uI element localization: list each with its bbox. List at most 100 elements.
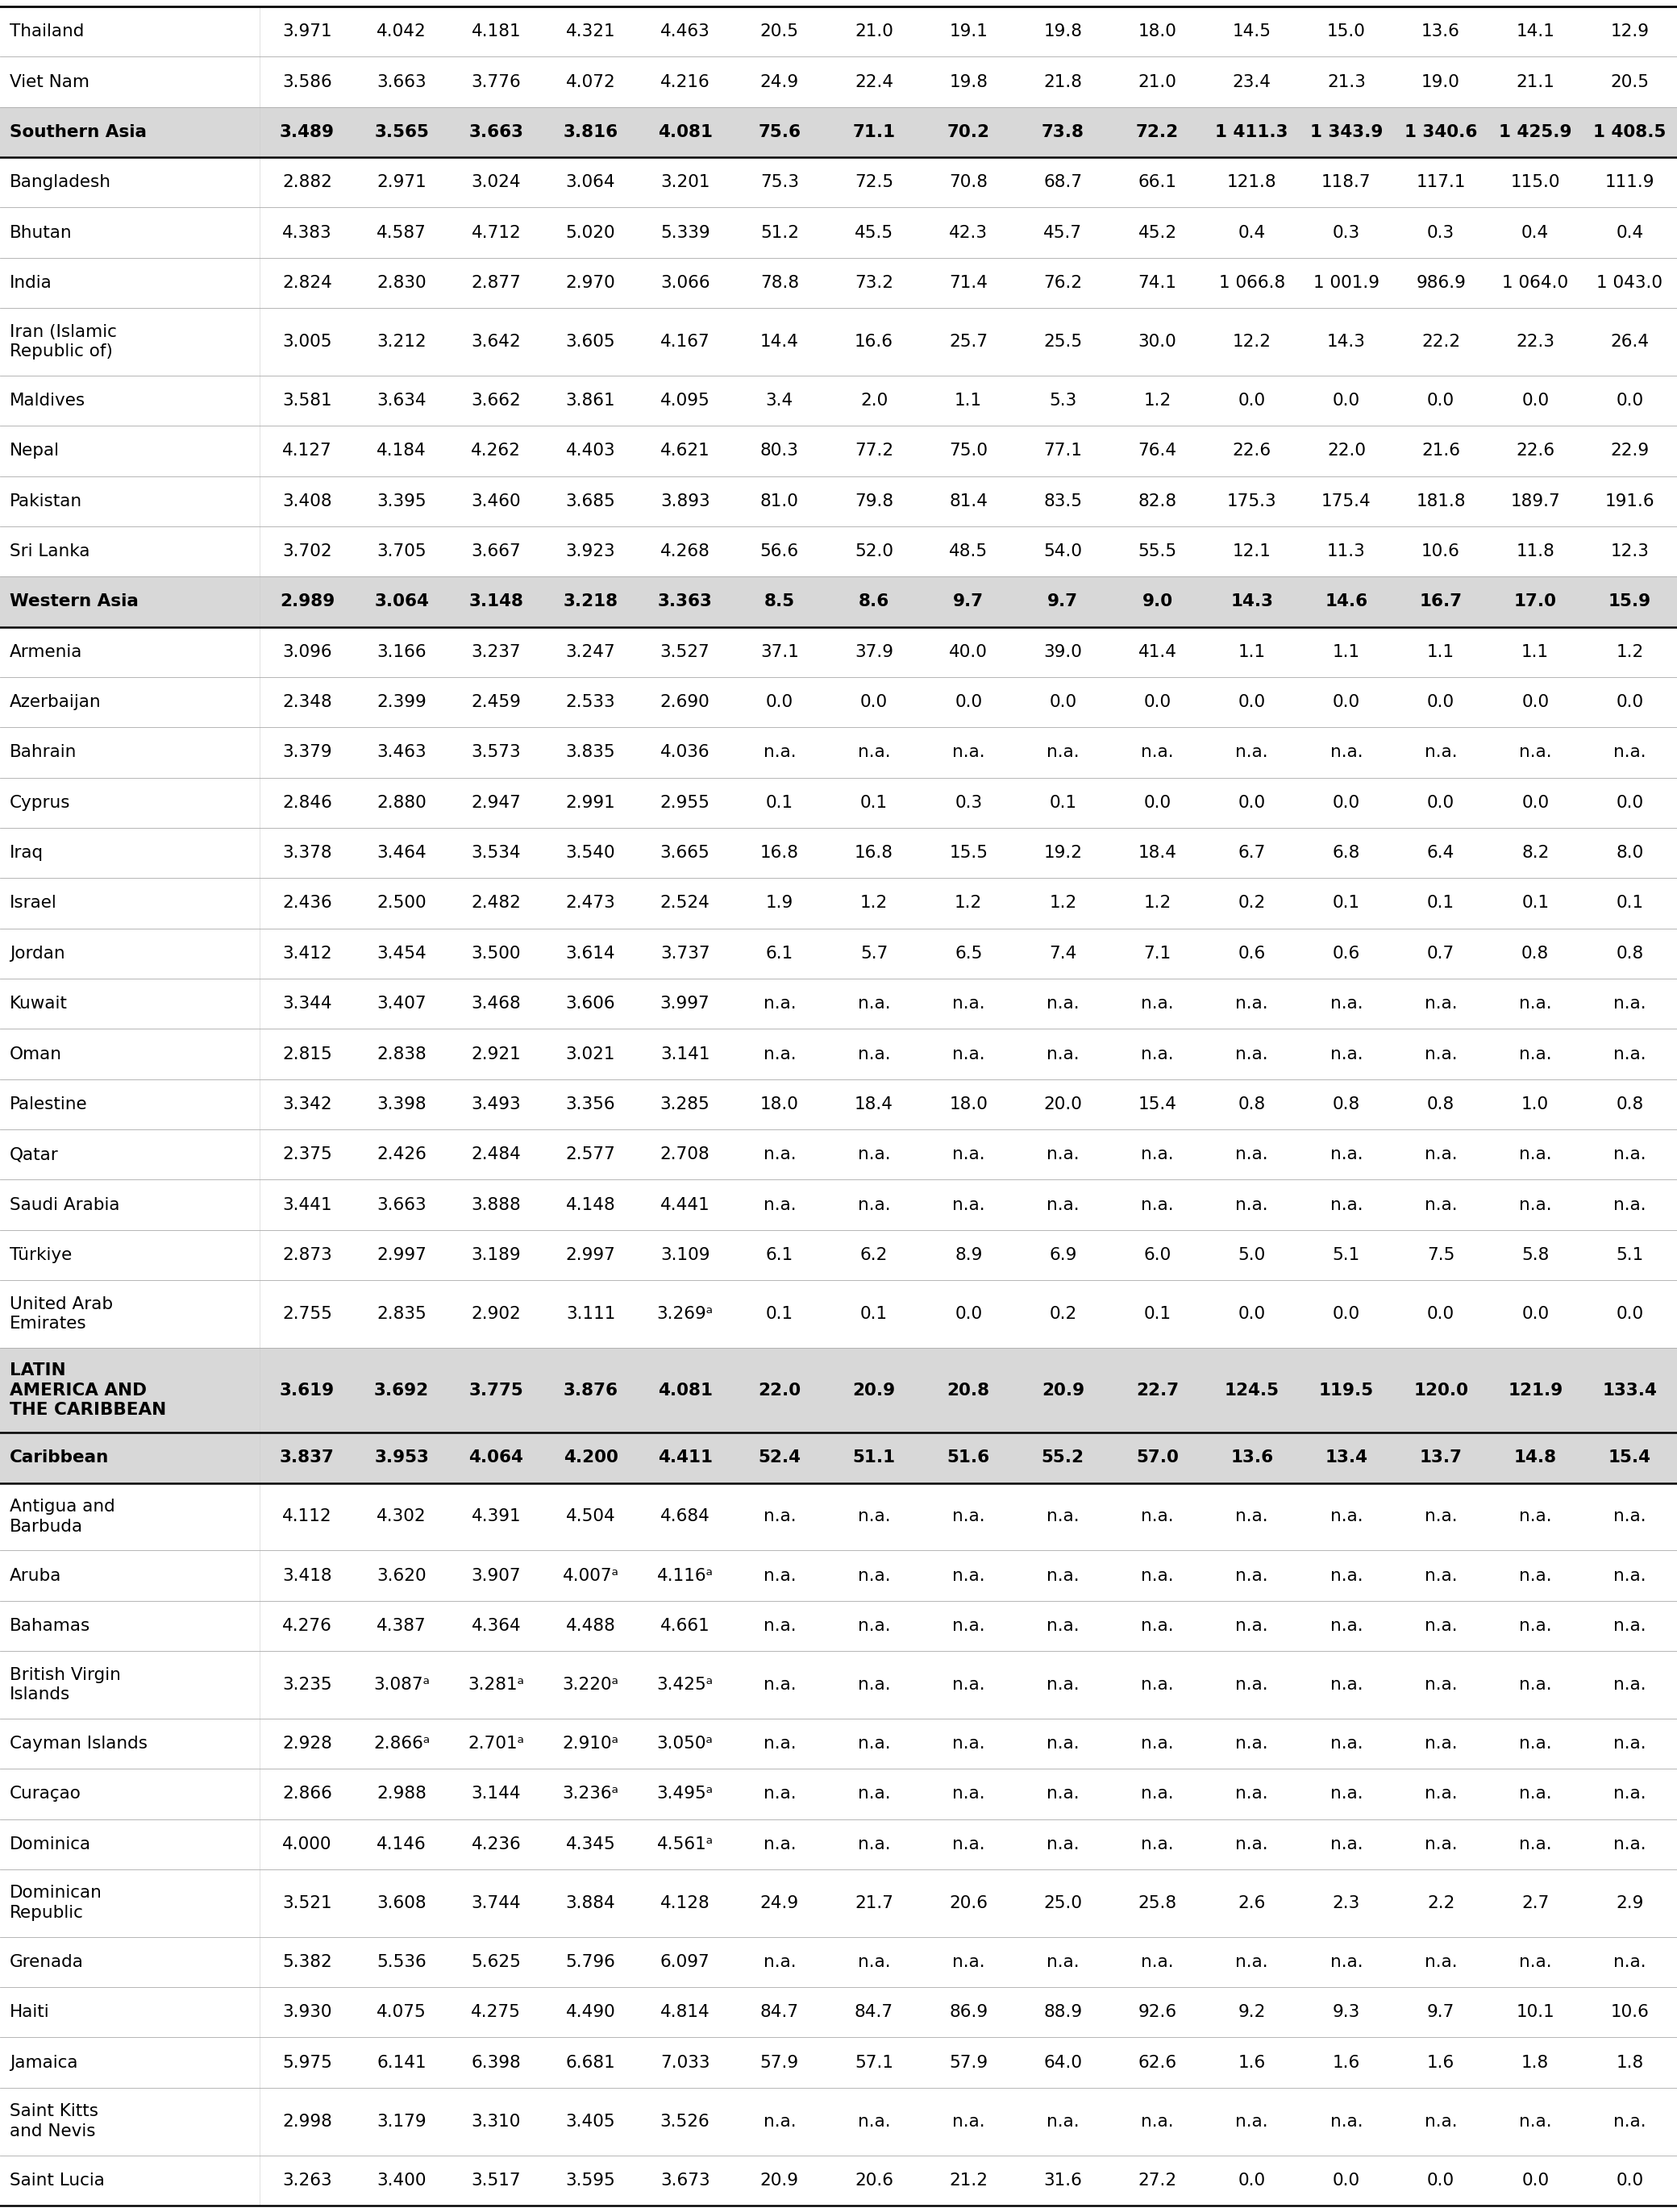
- Text: 3.663: 3.663: [468, 124, 523, 139]
- Text: 3.236ᵃ: 3.236ᵃ: [562, 1785, 619, 1803]
- Text: 3.595: 3.595: [565, 2172, 615, 2188]
- Text: n.a.: n.a.: [1519, 1953, 1551, 1971]
- Text: 2.755: 2.755: [282, 1305, 332, 1323]
- Text: 72.2: 72.2: [1135, 124, 1179, 139]
- Text: 2.998: 2.998: [282, 2112, 332, 2130]
- Text: n.a.: n.a.: [1519, 1509, 1551, 1524]
- Text: 4.488: 4.488: [565, 1617, 615, 1635]
- Text: n.a.: n.a.: [1613, 1677, 1647, 1692]
- Text: 121.9: 121.9: [1508, 1382, 1563, 1398]
- Text: 2.877: 2.877: [471, 274, 522, 292]
- Text: 0.0: 0.0: [1617, 1305, 1643, 1323]
- Text: 6.1: 6.1: [766, 1248, 793, 1263]
- Text: 6.2: 6.2: [860, 1248, 887, 1263]
- Text: 5.3: 5.3: [1050, 394, 1077, 409]
- Text: 1 064.0: 1 064.0: [1503, 274, 1568, 292]
- Text: 2.524: 2.524: [661, 896, 709, 911]
- Text: 4.684: 4.684: [661, 1509, 709, 1524]
- Text: 3.534: 3.534: [471, 845, 522, 860]
- Text: 5.796: 5.796: [565, 1953, 615, 1971]
- Text: Qatar: Qatar: [10, 1146, 59, 1164]
- Text: 14.5: 14.5: [1233, 24, 1271, 40]
- Text: 3.971: 3.971: [282, 24, 332, 40]
- Text: 3.861: 3.861: [565, 394, 615, 409]
- Text: n.a.: n.a.: [1424, 1836, 1457, 1851]
- Text: 0.6: 0.6: [1238, 945, 1266, 962]
- Text: 2.375: 2.375: [282, 1146, 332, 1164]
- Text: 25.8: 25.8: [1139, 1896, 1177, 1911]
- Text: 23.4: 23.4: [1233, 73, 1271, 91]
- Text: 0.1: 0.1: [1333, 896, 1360, 911]
- Text: 0.3: 0.3: [1427, 226, 1454, 241]
- Text: 3.663: 3.663: [377, 1197, 426, 1212]
- Text: 0.0: 0.0: [860, 695, 887, 710]
- Text: 68.7: 68.7: [1043, 175, 1082, 190]
- Text: 0.4: 0.4: [1238, 226, 1266, 241]
- Text: 2.989: 2.989: [280, 593, 335, 611]
- Text: n.a.: n.a.: [1424, 1617, 1457, 1635]
- Text: 20.6: 20.6: [949, 1896, 988, 1911]
- Text: 19.0: 19.0: [1422, 73, 1461, 91]
- Text: 11.8: 11.8: [1516, 544, 1555, 560]
- Text: 41.4: 41.4: [1139, 644, 1177, 659]
- Text: n.a.: n.a.: [1140, 1677, 1174, 1692]
- Text: 3.212: 3.212: [377, 334, 426, 349]
- Text: 1.8: 1.8: [1521, 2055, 1550, 2070]
- Text: 6.1: 6.1: [766, 945, 793, 962]
- Text: 1 408.5: 1 408.5: [1593, 124, 1667, 139]
- Text: n.a.: n.a.: [1046, 1953, 1080, 1971]
- Text: n.a.: n.a.: [953, 995, 984, 1011]
- Text: 54.0: 54.0: [1043, 544, 1082, 560]
- Text: 2.399: 2.399: [377, 695, 426, 710]
- Text: 0.0: 0.0: [1144, 794, 1171, 812]
- Text: n.a.: n.a.: [1236, 1146, 1268, 1164]
- Text: 3.489: 3.489: [280, 124, 335, 139]
- Text: 19.1: 19.1: [949, 24, 988, 40]
- Text: 2.910ᵃ: 2.910ᵃ: [562, 1736, 619, 1752]
- Text: 0.7: 0.7: [1427, 945, 1454, 962]
- Text: 3.141: 3.141: [661, 1046, 709, 1062]
- Text: 14.1: 14.1: [1516, 24, 1555, 40]
- Text: n.a.: n.a.: [1330, 2112, 1363, 2130]
- Bar: [0, 106, 1677, 157]
- Text: 2.921: 2.921: [471, 1046, 522, 1062]
- Text: 22.9: 22.9: [1610, 442, 1648, 460]
- Text: n.a.: n.a.: [1519, 1836, 1551, 1851]
- Text: 21.1: 21.1: [1516, 73, 1555, 91]
- Text: n.a.: n.a.: [1236, 1046, 1268, 1062]
- Text: 2.830: 2.830: [377, 274, 426, 292]
- Text: 70.2: 70.2: [948, 124, 989, 139]
- Text: 4.321: 4.321: [565, 24, 615, 40]
- Text: n.a.: n.a.: [1330, 1509, 1363, 1524]
- Text: 3.493: 3.493: [471, 1097, 522, 1113]
- Text: 4.275: 4.275: [471, 2004, 522, 2020]
- Text: n.a.: n.a.: [1424, 1197, 1457, 1212]
- Text: n.a.: n.a.: [1424, 2112, 1457, 2130]
- Text: 4.216: 4.216: [661, 73, 709, 91]
- Text: n.a.: n.a.: [763, 1836, 797, 1851]
- Text: 4.112: 4.112: [282, 1509, 332, 1524]
- Text: 3.024: 3.024: [471, 175, 522, 190]
- Text: 6.681: 6.681: [565, 2055, 615, 2070]
- Text: 4.268: 4.268: [661, 544, 709, 560]
- Text: 42.3: 42.3: [949, 226, 988, 241]
- Text: 3.398: 3.398: [377, 1097, 426, 1113]
- Text: 66.1: 66.1: [1139, 175, 1177, 190]
- Text: Saint Lucia: Saint Lucia: [10, 2172, 104, 2188]
- Text: n.a.: n.a.: [1330, 995, 1363, 1011]
- Text: n.a.: n.a.: [1519, 1046, 1551, 1062]
- Text: Bahamas: Bahamas: [10, 1617, 91, 1635]
- Text: 6.9: 6.9: [1050, 1248, 1077, 1263]
- Text: n.a.: n.a.: [1519, 745, 1551, 761]
- Text: 2.473: 2.473: [565, 896, 615, 911]
- Text: 3.835: 3.835: [565, 745, 615, 761]
- Text: n.a.: n.a.: [1519, 1677, 1551, 1692]
- Text: 1.2: 1.2: [954, 896, 983, 911]
- Text: 4.146: 4.146: [377, 1836, 426, 1851]
- Text: n.a.: n.a.: [953, 1568, 984, 1584]
- Text: 1.1: 1.1: [954, 394, 983, 409]
- Text: n.a.: n.a.: [1046, 1836, 1080, 1851]
- Text: n.a.: n.a.: [1046, 1046, 1080, 1062]
- Text: 51.2: 51.2: [760, 226, 798, 241]
- Text: 51.6: 51.6: [948, 1449, 989, 1467]
